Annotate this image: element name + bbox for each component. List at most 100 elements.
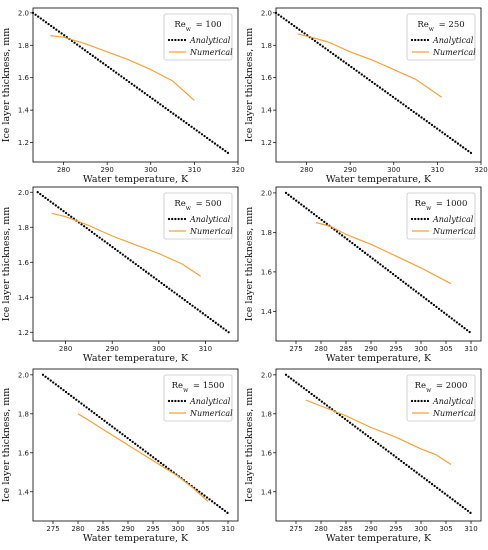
y-tick-label: 1.4 [18,294,30,302]
x-tick-label: 280 [57,166,70,174]
series-line-numerical [50,35,195,101]
x-axis-label: Water temperature, K [83,353,189,364]
x-tick-label: 320 [474,166,487,174]
series-line-analytical [36,191,230,334]
y-tick-label: 1.8 [18,42,29,50]
legend-label-numerical: Numerical [432,48,476,57]
legend-label-analytical: Analytical [432,397,474,406]
x-axis-label: Water temperature, K [83,533,189,544]
chart-panel-1: 280 290 300 310 320 1.2 1.4 1.6 1.8 2.0 Water temp… [1,7,245,185]
y-tick-label: 1.8 [261,42,272,50]
series-line-numerical [77,413,209,502]
legend: Rew = 2000 Analytical Numerical [406,374,476,422]
legend-label-numerical: Numerical [432,409,476,418]
legend: Rew = 1000 Analytical Numerical [406,192,476,240]
x-tick-label: 310 [221,525,234,533]
series-line-analytical [284,373,473,515]
y-axis-label: Ice layer thickness, mm [244,207,255,322]
x-tick-label: 320 [231,166,244,174]
legend-title: Rew = 250 [417,20,464,33]
legend-label-numerical: Numerical [189,48,233,57]
x-axis-label: Water temperature, K [326,533,432,544]
x-axis-label: Water temperature, K [326,353,432,364]
series-line-numerical [315,221,452,285]
x-tick-label: 285 [339,345,352,353]
y-tick-label: 1.8 [261,229,272,237]
x-tick-label: 295 [389,525,402,533]
legend-box [406,374,476,422]
legend-label-analytical: Analytical [432,36,474,45]
chart-panel-5: 275 280 285 290 295 300 305 310 1.4 1.6 1.8 2.0 Wate… [1,368,239,544]
x-tick-label: 305 [439,525,452,533]
chart-panel-2: 280 290 300 310 320 1.2 1.4 1.6 1.8 2.0 Water temp… [244,7,488,185]
y-tick-label: 2.0 [261,9,272,17]
x-tick-label: 310 [464,345,477,353]
plot-frame [32,7,239,163]
y-tick-label: 1.2 [261,139,272,147]
legend-title: Rew = 100 [174,20,221,33]
chart-panel-6: 275 280 285 290 295 300 305 310 1.4 1.6 1.8 2.0 Wate… [244,368,482,544]
chart-panel-3: 280 290 300 310 1.2 1.4 1.6 1.8 2.0 Water tempera… [1,186,239,364]
y-tick-label: 1.4 [261,308,273,316]
plot-frame [275,368,482,522]
x-tick-label: 280 [314,345,327,353]
x-tick-label: 305 [196,525,209,533]
y-tick-label: 1.2 [18,329,29,337]
x-tick-label: 300 [152,345,165,353]
series-line-numerical [305,399,452,466]
y-tick-label: 1.6 [18,259,30,267]
y-tick-label: 1.6 [261,268,273,276]
legend-label-numerical: Numerical [189,227,233,236]
x-tick-label: 305 [439,345,452,353]
x-axis-label: Water temperature, K [83,174,189,185]
y-tick-label: 1.4 [261,488,273,496]
legend-label-analytical: Analytical [189,36,231,45]
legend-label-analytical: Analytical [432,215,474,224]
legend: Rew = 500 Analytical Numerical [163,192,233,240]
x-tick-label: 290 [100,166,113,174]
plot-frame [32,186,239,342]
legend-title: Rew = 1500 [172,381,225,394]
x-tick-label: 285 [96,525,109,533]
y-tick-label: 1.6 [261,449,273,457]
series-line-numerical [297,33,443,98]
plot-frame [275,7,482,163]
legend-title: Rew = 2000 [415,381,468,394]
x-tick-label: 290 [364,345,377,353]
legend-title: Rew = 1000 [415,199,468,212]
y-tick-label: 2.0 [261,189,272,197]
x-tick-label: 310 [199,345,212,353]
x-tick-label: 310 [464,525,477,533]
x-tick-label: 280 [71,525,84,533]
legend-label-analytical: Analytical [189,215,231,224]
legend-title: Rew = 500 [174,199,221,212]
legend-box [163,192,233,240]
legend-label-numerical: Numerical [432,227,476,236]
x-tick-label: 310 [188,166,201,174]
x-tick-label: 275 [289,525,302,533]
x-tick-label: 300 [171,525,184,533]
x-tick-label: 280 [314,525,327,533]
y-tick-label: 1.6 [261,74,273,82]
legend-box [406,192,476,240]
series-line-analytical [31,11,231,156]
x-tick-label: 295 [146,525,159,533]
plot-frame [275,186,482,342]
legend: Rew = 100 Analytical Numerical [163,13,233,61]
x-tick-label: 285 [339,525,352,533]
legend: Rew = 1500 Analytical Numerical [163,374,233,422]
x-tick-label: 300 [144,166,157,174]
y-axis-label: Ice layer thickness, mm [1,207,12,322]
y-tick-label: 2.0 [18,189,29,197]
y-tick-label: 2.0 [18,9,29,17]
x-tick-label: 290 [106,345,119,353]
y-tick-label: 1.8 [18,410,29,418]
y-axis-label: Ice layer thickness, mm [244,388,255,503]
x-tick-label: 280 [59,345,72,353]
x-tick-label: 290 [121,525,134,533]
plot-frame [32,368,239,522]
y-tick-label: 1.2 [18,139,29,147]
y-tick-label: 1.4 [261,107,273,115]
x-tick-label: 300 [387,166,400,174]
x-tick-label: 310 [431,166,444,174]
